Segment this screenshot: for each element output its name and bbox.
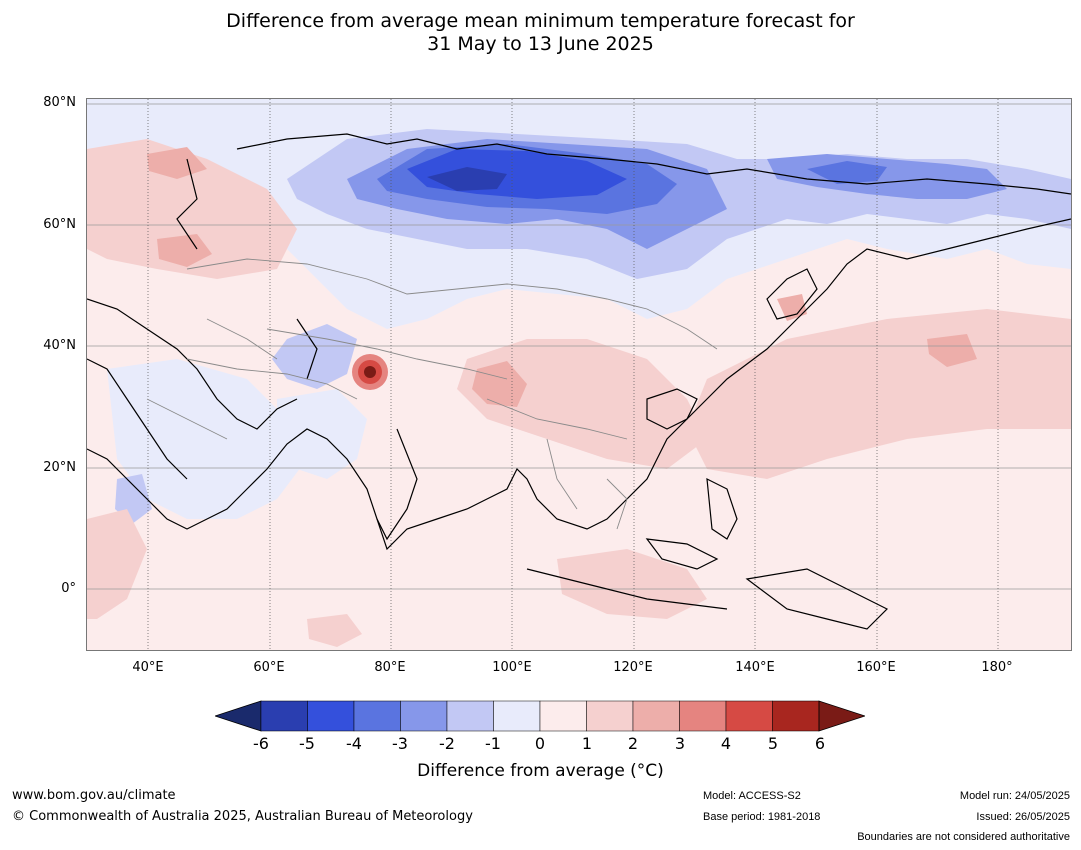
footer-model-run: Model run: 24/05/2025 [959,790,1070,802]
colorbar-tick-5: 5 [767,734,779,753]
footer-issued: Issued: 26/05/2025 [976,811,1070,823]
colorbar-tick-neg2: -2 [439,734,455,753]
footer-website: www.bom.gov.au/climate [12,788,176,803]
lon-label-80e: 80°E [374,660,406,675]
lon-label-40e: 40°E [132,660,164,675]
lat-label-60n: 60°N [43,217,76,232]
footer-base-period: Base period: 1981-2018 [703,811,821,823]
colorbar-segment [586,700,634,732]
lat-label-20n: 20°N [43,460,76,475]
warm-patch-pacific [687,309,1071,479]
lon-label-180: 180° [981,660,1013,675]
country-borders [146,258,718,530]
colorbar-tick-6: 6 [814,734,826,753]
warm-patch-japan [777,294,807,321]
colorbar [213,700,867,736]
colorbar-segment [772,700,820,732]
warm-patch-europe-2 [147,147,207,179]
warm-patch-africa [87,509,147,619]
footer-disclaimer: Boundaries are not considered authoritat… [857,831,1070,843]
colorbar-segment [307,700,355,732]
colorbar-extend-low [213,700,262,732]
colorbar-segment [632,700,680,732]
colorbar-svg [213,700,867,732]
title-line-2: 31 May to 13 June 2025 [427,33,654,55]
warm-patch-china-2 [472,361,527,407]
lat-label-80n: 80°N [43,95,76,110]
cold-region-east-2 [807,161,887,184]
lon-label-160e: 160°E [856,660,896,675]
colorbar-segment [493,700,541,732]
cold-core-siberia-deep [427,167,507,191]
coastlines [87,133,1071,630]
warm-patch-south [307,614,362,647]
footer-copyright: © Commonwealth of Australia 2025, Austra… [12,809,473,824]
footer-model: Model: ACCESS-S2 [703,790,801,802]
warm-patch-china [457,339,707,469]
colorbar-segment [260,700,308,732]
colorbar-tick-1: 1 [581,734,593,753]
warm-patch-caspian [157,234,212,267]
colorbar-tick-neg6: -6 [253,734,269,753]
colorbar-segment [446,700,494,732]
colorbar-tick-neg4: -4 [346,734,362,753]
warm-patch-pacific-2 [927,334,977,367]
warm-patch-europe [87,139,297,279]
lon-label-140e: 140°E [735,660,775,675]
lon-label-100e: 100°E [492,660,532,675]
title-line-1: Difference from average mean minimum tem… [226,10,855,32]
colorbar-tick-neg1: -1 [485,734,501,753]
chart-title: Difference from average mean minimum tem… [0,10,1081,56]
latitude-gridlines [87,103,1071,590]
colorbar-tick-neg5: -5 [299,734,315,753]
colorbar-extend-high [818,700,867,732]
forecast-map [86,98,1072,651]
map-canvas [87,99,1071,650]
lon-label-60e: 60°E [253,660,285,675]
colorbar-tick-4: 4 [720,734,732,753]
colorbar-tick-3: 3 [674,734,686,753]
lat-label-40n: 40°N [43,338,76,353]
colorbar-segment [400,700,448,732]
hot-spot-core [364,366,376,378]
colorbar-tick-neg3: -3 [392,734,408,753]
longitude-gridlines [147,99,999,650]
colorbar-segment [679,700,727,732]
colorbar-segment [725,700,773,732]
colorbar-tick-2: 2 [627,734,639,753]
lon-label-120e: 120°E [613,660,653,675]
colorbar-segment [539,700,587,732]
colorbar-tick-0: 0 [534,734,546,753]
colorbar-segment [353,700,401,732]
lat-label-0: 0° [61,581,76,596]
colorbar-label: Difference from average (°C) [417,761,664,781]
